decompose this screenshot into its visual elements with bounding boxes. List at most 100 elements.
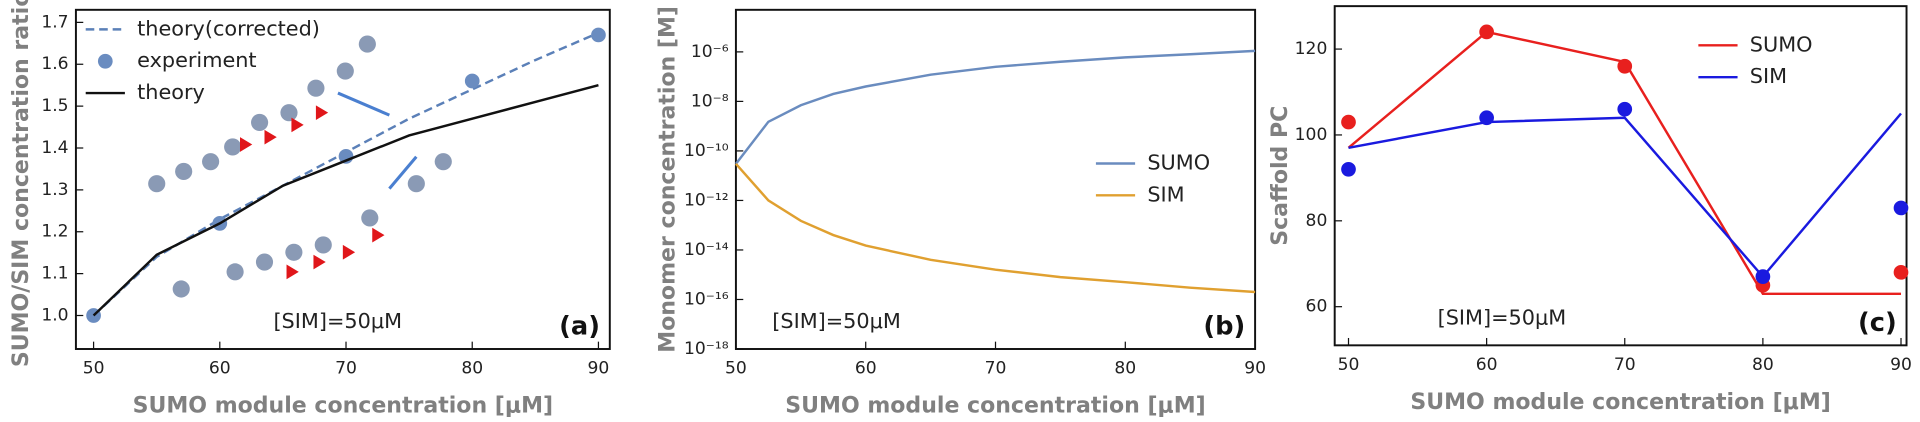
y-tick-label: 1.6	[41, 54, 68, 74]
plot-frame	[734, 8, 1257, 350]
protein-icon	[280, 104, 298, 122]
x-axis-label: SUMO module concentration [μM]	[133, 394, 553, 419]
protein-icon	[226, 263, 244, 281]
data-point	[1479, 24, 1494, 40]
x-tick-label: 90	[588, 359, 610, 379]
ligand-icon	[286, 264, 299, 280]
x-tick-label: 50	[1338, 355, 1360, 375]
plot-frame	[1333, 5, 1908, 347]
y-tick-label: 80	[1306, 211, 1328, 231]
panel-label: (a)	[559, 311, 600, 341]
protein-icon	[172, 280, 190, 298]
protein-icon	[285, 243, 303, 261]
data-point	[1479, 110, 1494, 126]
legend-label: SUMO	[1750, 32, 1813, 56]
arrow	[388, 155, 418, 190]
y-tick-label: 1.0	[41, 306, 68, 326]
x-tick-label: 70	[985, 359, 1007, 379]
data-point	[1893, 264, 1909, 280]
protein-icon	[336, 62, 354, 80]
x-tick-label: 80	[461, 359, 483, 379]
protein-icon	[314, 236, 332, 254]
y-tick-label: 1.2	[41, 222, 68, 242]
protein-icon	[407, 175, 425, 193]
cartoon	[148, 35, 452, 298]
arrow	[337, 91, 390, 117]
protein-icon	[148, 175, 166, 193]
x-tick-label: 60	[1476, 355, 1498, 375]
x-tick-label: 70	[335, 359, 357, 379]
series-line	[735, 163, 1256, 294]
panel-label: (c)	[1858, 308, 1897, 338]
data-point	[1341, 114, 1356, 130]
legend-label: theory(corrected)	[137, 16, 320, 40]
ligand-icon	[240, 137, 253, 152]
x-tick-label: 80	[1114, 359, 1136, 379]
x-tick-label: 80	[1752, 355, 1774, 375]
y-tick-label: 10⁻¹⁰	[684, 141, 729, 161]
y-tick-label: 1.1	[41, 264, 68, 284]
protein-icon	[224, 138, 242, 156]
protein-icon	[202, 153, 220, 171]
y-tick-label: 10⁻⁸	[691, 91, 729, 111]
data-point	[1617, 101, 1633, 117]
legend-label: theory	[137, 80, 205, 104]
protein-icon	[358, 35, 376, 53]
ligand-icon	[372, 227, 385, 243]
protein-icon	[434, 153, 452, 171]
x-tick-label: 70	[1614, 355, 1636, 375]
ligand-icon	[342, 244, 356, 260]
x-tick-label: 90	[1244, 359, 1266, 379]
y-axis-label: Monomer concentration [M]	[656, 6, 681, 353]
series-line	[92, 84, 599, 317]
y-tick-label: 120	[1295, 39, 1328, 59]
y-tick-label: 10⁻¹²	[684, 190, 729, 210]
legend-label: SIM	[1750, 64, 1787, 88]
annotation: [SIM]=50μM	[1438, 305, 1567, 329]
x-axis-label: SUMO module concentration [μM]	[1410, 390, 1830, 415]
plot-frame	[74, 8, 611, 350]
y-tick-label: 100	[1295, 125, 1328, 145]
data-point	[1341, 161, 1356, 177]
data-point	[1617, 58, 1633, 74]
y-tick-label: 10⁻¹⁶	[684, 289, 729, 309]
data-point	[1893, 200, 1909, 216]
legend-swatch	[97, 53, 113, 69]
y-axis-label: SUMO/SIM concentration ratio	[9, 0, 34, 367]
y-tick-label: 1.7	[41, 12, 68, 32]
protein-icon	[361, 209, 379, 227]
y-tick-label: 10⁻⁶	[691, 42, 729, 62]
legend-label: experiment	[137, 48, 256, 72]
data-point	[591, 27, 606, 43]
legend-label: SIM	[1147, 182, 1184, 206]
data-point	[464, 73, 480, 89]
ligand-icon	[291, 117, 304, 133]
x-tick-label: 50	[725, 359, 747, 379]
y-tick-label: 10⁻¹⁸	[684, 339, 729, 359]
protein-icon	[175, 162, 193, 181]
x-tick-label: 50	[83, 359, 105, 379]
ligand-icon	[264, 129, 277, 145]
ligand-icon	[313, 254, 326, 270]
protein-icon	[255, 253, 274, 271]
x-tick-label: 60	[855, 359, 877, 379]
data-point	[1755, 269, 1771, 284]
y-tick-label: 1.4	[41, 138, 68, 158]
y-axis-label: Scaffold PC	[1268, 106, 1293, 246]
y-tick-label: 60	[1306, 297, 1328, 317]
protein-icon	[307, 79, 325, 97]
ligand-icon	[315, 105, 329, 121]
legend-label: SUMO	[1147, 150, 1210, 174]
series-line	[1348, 112, 1902, 279]
series-line	[734, 49, 1256, 165]
protein-icon	[251, 113, 269, 132]
y-tick-label: 10⁻¹⁴	[684, 240, 729, 260]
annotation: [SIM]=50μM	[772, 309, 901, 333]
y-tick-label: 1.3	[41, 180, 68, 200]
y-tick-label: 1.5	[41, 96, 68, 116]
x-axis-label: SUMO module concentration [μM]	[785, 394, 1205, 419]
x-tick-label: 90	[1890, 355, 1912, 375]
x-tick-label: 60	[209, 359, 231, 379]
annotation: [SIM]=50μM	[273, 309, 402, 333]
